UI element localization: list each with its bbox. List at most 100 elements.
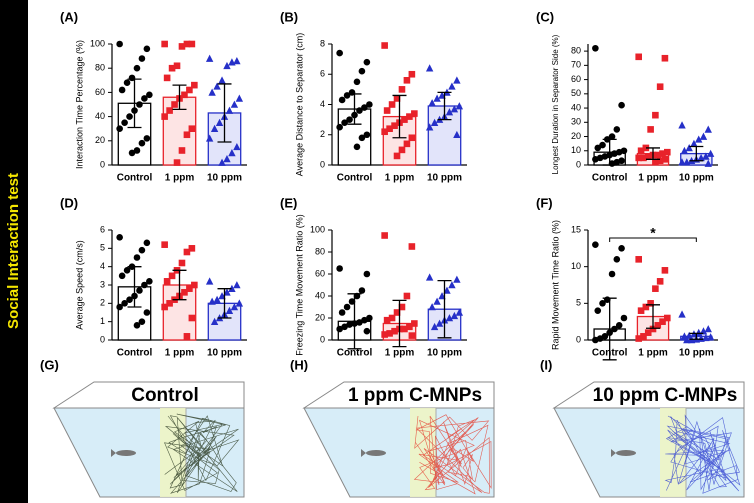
point xyxy=(683,158,691,166)
point xyxy=(393,95,401,102)
point xyxy=(599,300,606,307)
point xyxy=(223,61,231,70)
point xyxy=(391,327,398,335)
error-bar xyxy=(127,78,142,129)
point xyxy=(652,111,659,119)
annotation: * xyxy=(650,225,656,241)
panel-label: (G) xyxy=(40,357,59,372)
point xyxy=(341,119,348,126)
point xyxy=(398,86,406,93)
point xyxy=(381,128,388,136)
point xyxy=(649,325,657,333)
point xyxy=(608,133,616,140)
point xyxy=(218,76,226,84)
point xyxy=(166,300,173,307)
point xyxy=(366,314,373,322)
point xyxy=(161,40,168,48)
point xyxy=(678,121,686,129)
point xyxy=(143,45,151,53)
y-axis-label: Rapid Movement Time Ratio (%) xyxy=(550,220,560,350)
point xyxy=(353,78,361,86)
error-bar xyxy=(217,83,232,143)
point xyxy=(697,153,705,162)
point xyxy=(235,299,244,307)
point xyxy=(356,107,363,114)
point xyxy=(661,54,669,62)
point xyxy=(116,40,123,48)
error-bar xyxy=(646,147,660,160)
point xyxy=(403,77,411,84)
point xyxy=(143,239,151,247)
point xyxy=(428,303,436,311)
point xyxy=(656,83,664,91)
point xyxy=(613,126,621,133)
point xyxy=(635,256,642,263)
point xyxy=(704,125,712,133)
point xyxy=(143,309,151,316)
point xyxy=(348,298,356,305)
point xyxy=(704,325,712,333)
y-tick-label: 20 xyxy=(571,131,581,141)
point xyxy=(652,285,659,292)
point xyxy=(640,333,647,340)
point xyxy=(163,278,171,285)
point xyxy=(388,314,396,322)
tank xyxy=(303,407,495,498)
point xyxy=(618,101,625,109)
point xyxy=(218,158,226,166)
point xyxy=(138,318,146,325)
point xyxy=(161,113,168,120)
point xyxy=(183,131,191,139)
point xyxy=(183,40,191,48)
point xyxy=(430,118,439,126)
point xyxy=(680,146,689,155)
point xyxy=(654,322,662,329)
point xyxy=(702,333,710,342)
fish xyxy=(366,450,386,456)
point xyxy=(594,144,602,152)
point xyxy=(695,135,703,143)
point xyxy=(642,303,650,311)
point xyxy=(191,281,198,289)
error-bar xyxy=(437,91,452,121)
point xyxy=(403,140,411,148)
point xyxy=(358,67,366,75)
point xyxy=(594,307,602,314)
point xyxy=(213,82,221,90)
x-tick-label: 10 ppm xyxy=(207,173,242,184)
point xyxy=(450,311,459,320)
point xyxy=(592,44,599,52)
point xyxy=(613,256,621,263)
fish-tail xyxy=(361,449,366,457)
error-bar xyxy=(602,138,617,166)
point xyxy=(178,147,186,154)
x-tick-label: 10 ppm xyxy=(427,173,462,184)
point xyxy=(363,131,371,139)
y-tick-label: 60 xyxy=(571,74,581,84)
y-tick-label: 10 xyxy=(571,261,581,271)
point xyxy=(141,281,148,289)
point xyxy=(205,134,214,142)
y-tick-label: 50 xyxy=(571,88,581,98)
error-bar xyxy=(347,93,362,125)
point xyxy=(386,125,393,132)
point xyxy=(186,285,193,292)
diagram-title: Control xyxy=(131,385,199,406)
point xyxy=(361,316,368,324)
significance-bracket xyxy=(609,237,697,242)
point xyxy=(445,314,454,322)
point xyxy=(188,245,196,252)
point xyxy=(697,334,705,342)
point xyxy=(210,317,219,325)
point xyxy=(121,119,128,126)
point xyxy=(654,151,662,159)
x-tick-label: Control xyxy=(337,348,373,359)
point xyxy=(640,154,647,162)
x-tick-label: Control xyxy=(337,173,373,184)
y-tick-label: 0 xyxy=(100,159,105,169)
point xyxy=(191,81,198,89)
point xyxy=(608,270,616,278)
point xyxy=(664,148,671,156)
point xyxy=(141,95,148,102)
point xyxy=(644,329,652,336)
